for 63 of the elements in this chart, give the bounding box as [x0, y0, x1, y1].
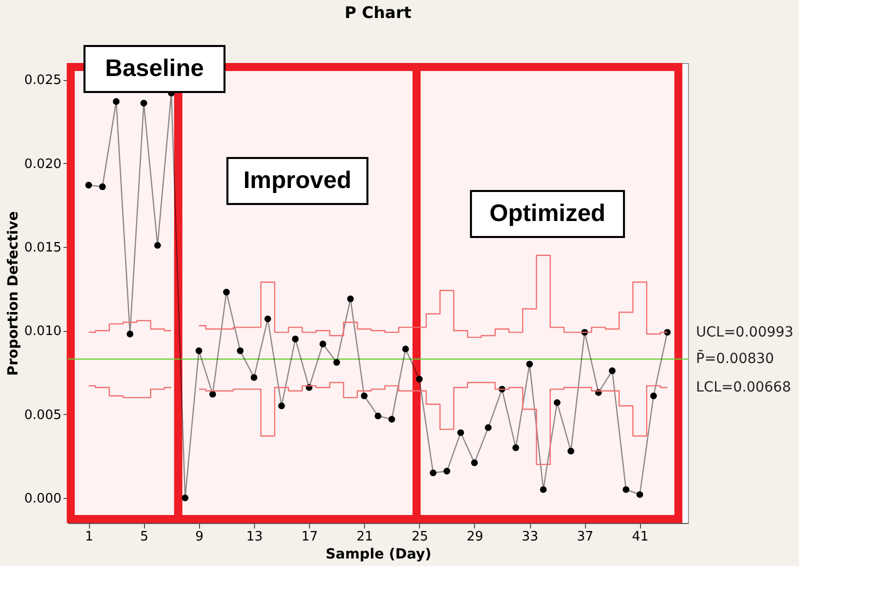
point — [140, 100, 148, 106]
point — [457, 429, 464, 436]
point — [126, 330, 134, 338]
point — [484, 424, 492, 431]
x-axis-title: Sample (Day) — [326, 546, 432, 562]
band-label: Baseline — [105, 55, 204, 82]
x-tick-label: 29 — [466, 530, 484, 544]
y-tick-label: 0.010 — [24, 324, 62, 340]
point — [264, 316, 272, 322]
point — [223, 288, 230, 296]
point — [430, 469, 436, 476]
point — [526, 360, 533, 368]
ref-line-label: P̄=0.00830 — [696, 350, 774, 368]
point — [444, 468, 450, 474]
x-tick-label: 9 — [195, 530, 204, 544]
point — [650, 392, 657, 400]
x-tick-label: 25 — [412, 530, 428, 544]
point — [540, 486, 547, 493]
x-tick-label: 33 — [522, 530, 538, 544]
x-tick-label: 5 — [140, 530, 148, 544]
y-tick-label: 0.025 — [24, 73, 62, 88]
point — [568, 448, 574, 454]
x-tick-label: 41 — [632, 530, 649, 544]
x-tick-label: 1 — [85, 530, 94, 544]
point — [278, 402, 285, 410]
point — [471, 459, 478, 466]
point — [360, 392, 368, 400]
point — [636, 491, 644, 498]
y-tick-label: 0.020 — [24, 156, 62, 172]
x-tick-label: 13 — [246, 530, 263, 544]
point — [622, 486, 630, 493]
x-tick-label: 17 — [301, 530, 318, 544]
band-label: Improved — [243, 167, 352, 194]
point — [554, 399, 560, 406]
text: LCL=0.00668 — [696, 380, 791, 396]
point — [182, 494, 188, 502]
x-tick-label: 21 — [356, 530, 373, 544]
point — [388, 416, 396, 423]
point — [99, 183, 106, 190]
point — [112, 98, 120, 105]
point — [250, 374, 258, 381]
point — [292, 336, 299, 342]
text: UCL=0.00993 — [696, 324, 794, 340]
point — [209, 390, 216, 398]
y-tick-label: 0.000 — [24, 491, 62, 506]
x-tick-label: 37 — [576, 530, 594, 544]
band-label: Optimized — [489, 200, 606, 227]
point — [85, 182, 92, 188]
point — [374, 412, 382, 420]
point — [333, 359, 340, 366]
point — [416, 376, 423, 382]
point — [347, 296, 354, 302]
point — [154, 242, 161, 249]
y-tick-label: 0.015 — [24, 240, 62, 256]
point — [196, 347, 202, 354]
chart-title: P Chart — [344, 3, 412, 22]
point — [608, 367, 616, 374]
y-tick-label: 0.005 — [24, 408, 62, 423]
y-axis-title: Proportion Defective — [5, 211, 22, 376]
point — [320, 340, 326, 348]
point — [402, 346, 409, 352]
point — [236, 347, 244, 354]
point — [512, 444, 520, 452]
